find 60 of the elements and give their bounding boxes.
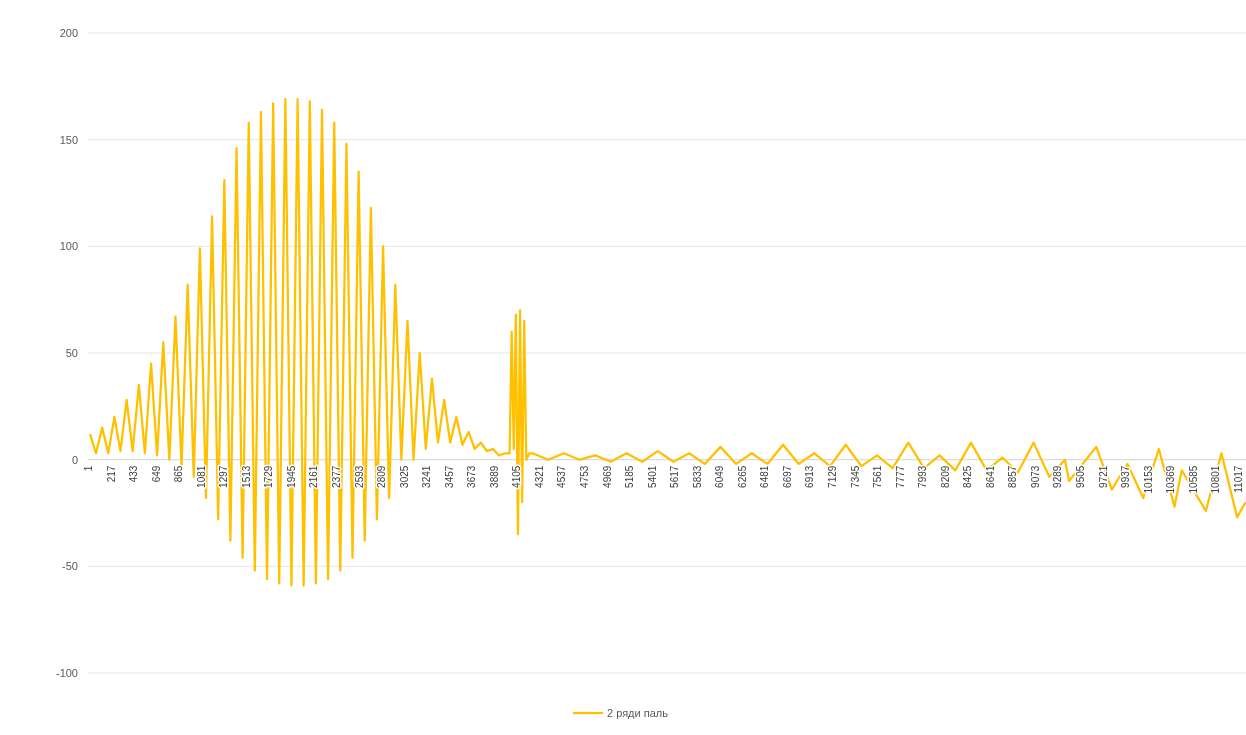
x-tick-label: 1081 bbox=[195, 465, 207, 488]
x-tick-label: 7561 bbox=[872, 465, 884, 488]
x-tick-label: 1945 bbox=[285, 465, 297, 488]
x-tick-label: 649 bbox=[150, 465, 162, 483]
x-tick-label: 1513 bbox=[240, 465, 252, 488]
x-tick-label: 7129 bbox=[827, 465, 839, 488]
x-tick-label: 6913 bbox=[804, 465, 816, 488]
x-tick-label: 2161 bbox=[308, 465, 320, 488]
x-tick-label: 3241 bbox=[421, 465, 433, 488]
x-tick-label: 9937 bbox=[1120, 465, 1132, 488]
x-tick-label: 6049 bbox=[714, 465, 726, 488]
x-tick-label: 865 bbox=[173, 465, 185, 483]
x-tick-label: 5185 bbox=[624, 465, 636, 488]
legend-label: 2 ряди паль bbox=[607, 707, 669, 719]
x-tick-label: 8425 bbox=[962, 465, 974, 488]
y-tick-label: 50 bbox=[65, 347, 78, 359]
x-tick-label: 9721 bbox=[1097, 465, 1109, 488]
x-tick-label: 217 bbox=[105, 465, 117, 483]
y-tick-label: 150 bbox=[59, 133, 78, 146]
x-tick-label: 1297 bbox=[218, 465, 230, 488]
y-tick-label: 100 bbox=[59, 240, 78, 253]
x-tick-label: 11017 bbox=[1232, 465, 1244, 493]
y-tick-label: 200 bbox=[59, 27, 78, 39]
x-tick-label: 6697 bbox=[781, 465, 793, 488]
x-tick-label: 1729 bbox=[263, 465, 275, 488]
y-tick-label: 0 bbox=[71, 453, 78, 466]
x-tick-label: 10369 bbox=[1165, 465, 1177, 494]
x-tick-label: 4537 bbox=[556, 465, 568, 488]
x-tick-label: 9289 bbox=[1052, 465, 1064, 488]
x-tick-label: 10801 bbox=[1210, 465, 1222, 494]
x-tick-label: 5833 bbox=[691, 465, 703, 488]
x-tick-label: 6481 bbox=[759, 465, 771, 488]
x-tick-label: 4753 bbox=[579, 465, 591, 488]
x-tick-label: 8857 bbox=[1007, 465, 1019, 488]
x-tick-label: 3673 bbox=[466, 465, 478, 488]
x-tick-label: 9073 bbox=[1029, 465, 1041, 488]
x-tick-label: 6265 bbox=[736, 465, 748, 488]
x-tick-label: 2809 bbox=[376, 465, 388, 488]
x-tick-label: 4105 bbox=[511, 465, 523, 488]
x-tick-label: 10153 bbox=[1142, 465, 1154, 494]
x-tick-label: 1 bbox=[83, 465, 94, 472]
x-tick-label: 2377 bbox=[331, 465, 343, 488]
x-tick-label: 3025 bbox=[398, 465, 410, 488]
x-tick-label: 7345 bbox=[849, 465, 861, 488]
x-tick-label: 7993 bbox=[917, 465, 929, 488]
x-tick-label: 4321 bbox=[533, 465, 545, 488]
x-tick-label: 3457 bbox=[443, 465, 455, 488]
x-tick-label: 9505 bbox=[1075, 465, 1087, 488]
y-tick-label: -100 bbox=[55, 667, 78, 679]
x-tick-label: 3889 bbox=[488, 465, 500, 488]
x-tick-label: 10585 bbox=[1187, 465, 1199, 494]
x-tick-label: 433 bbox=[128, 465, 140, 483]
x-tick-label: 5401 bbox=[646, 465, 658, 488]
x-tick-label: 7777 bbox=[894, 465, 906, 488]
x-tick-label: 4969 bbox=[601, 465, 613, 488]
x-tick-label: 5617 bbox=[669, 465, 681, 488]
x-tick-label: 2593 bbox=[353, 465, 365, 488]
x-tick-label: 8209 bbox=[939, 465, 951, 488]
x-tick-label: 8641 bbox=[984, 465, 996, 488]
y-tick-label: -50 bbox=[62, 560, 78, 573]
